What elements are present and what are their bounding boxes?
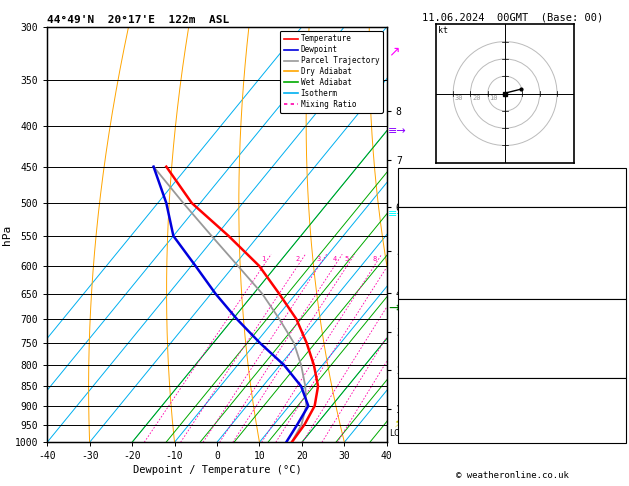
Y-axis label: km
ASL: km ASL bbox=[413, 215, 429, 235]
X-axis label: Dewpoint / Temperature (°C): Dewpoint / Temperature (°C) bbox=[133, 466, 301, 475]
Text: θᵉ (K): θᵉ (K) bbox=[401, 327, 437, 337]
Text: CAPE (J): CAPE (J) bbox=[401, 274, 448, 284]
Text: ↗: ↗ bbox=[388, 44, 399, 58]
Text: 8: 8 bbox=[372, 256, 376, 262]
Text: 5: 5 bbox=[345, 256, 349, 262]
Text: 4: 4 bbox=[617, 261, 623, 271]
Text: θᵉ(K): θᵉ(K) bbox=[401, 248, 431, 258]
Text: 15: 15 bbox=[611, 432, 623, 442]
Text: 18: 18 bbox=[611, 405, 623, 416]
Text: 4: 4 bbox=[332, 256, 337, 262]
Text: 285°: 285° bbox=[599, 418, 623, 429]
Text: 0: 0 bbox=[617, 287, 623, 297]
Text: Most Unstable: Most Unstable bbox=[474, 300, 550, 311]
Text: 323: 323 bbox=[605, 248, 623, 258]
Text: K: K bbox=[401, 169, 407, 179]
Text: SREH: SREH bbox=[401, 405, 425, 416]
Text: 0: 0 bbox=[617, 274, 623, 284]
Text: 37: 37 bbox=[611, 353, 623, 363]
Text: 16.3: 16.3 bbox=[599, 235, 623, 245]
Text: Lifted Index: Lifted Index bbox=[401, 340, 472, 350]
Text: StmSpd (kt): StmSpd (kt) bbox=[401, 432, 466, 442]
Text: LCL: LCL bbox=[389, 429, 404, 438]
Text: 1: 1 bbox=[261, 256, 265, 262]
Text: 1: 1 bbox=[617, 340, 623, 350]
Text: -27: -27 bbox=[605, 392, 623, 402]
Y-axis label: hPa: hPa bbox=[2, 225, 12, 244]
Text: 329: 329 bbox=[605, 327, 623, 337]
Text: PW (cm): PW (cm) bbox=[401, 195, 442, 206]
Text: EH: EH bbox=[401, 392, 413, 402]
Text: ≡→: ≡→ bbox=[388, 209, 407, 219]
Text: 17.6: 17.6 bbox=[599, 222, 623, 232]
Text: Surface: Surface bbox=[491, 208, 533, 219]
Text: 11.06.2024  00GMT  (Base: 00): 11.06.2024 00GMT (Base: 00) bbox=[422, 12, 603, 22]
Text: 3: 3 bbox=[317, 256, 321, 262]
Text: 850: 850 bbox=[605, 313, 623, 324]
Text: ≡→: ≡→ bbox=[388, 126, 407, 136]
Text: 2B: 2B bbox=[611, 366, 623, 376]
Text: CAPE (J): CAPE (J) bbox=[401, 353, 448, 363]
Text: Temp (°C): Temp (°C) bbox=[401, 222, 454, 232]
Text: 44°49'N  20°17'E  122m  ASL: 44°49'N 20°17'E 122m ASL bbox=[47, 15, 230, 25]
Text: CIN (J): CIN (J) bbox=[401, 366, 442, 376]
Text: ⚡: ⚡ bbox=[394, 417, 403, 429]
Text: 10: 10 bbox=[489, 95, 498, 102]
Text: Totals Totals: Totals Totals bbox=[401, 182, 477, 192]
Text: 35: 35 bbox=[611, 169, 623, 179]
Text: 20: 20 bbox=[472, 95, 481, 102]
Text: kt: kt bbox=[438, 26, 448, 35]
Legend: Temperature, Dewpoint, Parcel Trajectory, Dry Adiabat, Wet Adiabat, Isotherm, Mi: Temperature, Dewpoint, Parcel Trajectory… bbox=[280, 31, 383, 113]
Text: 2: 2 bbox=[296, 256, 300, 262]
Text: Dewp (°C): Dewp (°C) bbox=[401, 235, 454, 245]
Text: StmDir: StmDir bbox=[401, 418, 437, 429]
Text: Pressure (mb): Pressure (mb) bbox=[401, 313, 477, 324]
Text: Hodograph: Hodograph bbox=[486, 379, 538, 389]
Text: 30: 30 bbox=[455, 95, 464, 102]
Text: 46: 46 bbox=[611, 182, 623, 192]
Text: CIN (J): CIN (J) bbox=[401, 287, 442, 297]
Text: Lifted Index: Lifted Index bbox=[401, 261, 472, 271]
Text: →: → bbox=[388, 302, 399, 315]
Text: 4.01: 4.01 bbox=[599, 195, 623, 206]
Text: © weatheronline.co.uk: © weatheronline.co.uk bbox=[456, 471, 569, 480]
